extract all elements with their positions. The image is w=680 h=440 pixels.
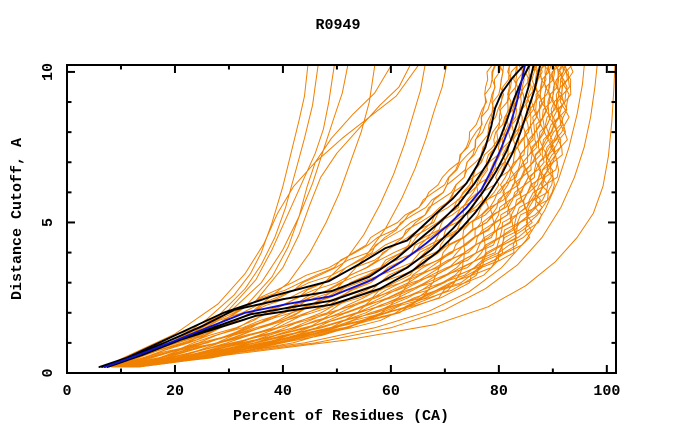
x-tick-label: 40	[274, 383, 292, 400]
model-curve-bundle-6	[108, 65, 510, 368]
model-right-3	[136, 65, 616, 368]
model-outlier-5	[120, 65, 411, 363]
x-tick-label: 80	[490, 383, 508, 400]
model-outlier-8	[120, 65, 426, 365]
model-curve-bundle-7	[108, 65, 513, 368]
model-curve-bundle-14	[118, 65, 531, 368]
curves-group	[98, 65, 616, 368]
y-axis-label: Distance Cutoff, A	[9, 138, 26, 300]
model-right-2	[128, 65, 598, 368]
top-model-3	[103, 65, 535, 368]
x-tick-label: 100	[593, 383, 620, 400]
model-curve-bundle-22	[126, 65, 547, 368]
model-curve-bundle-35	[135, 65, 568, 368]
plot-frame	[66, 64, 617, 374]
model-outlier-10	[109, 65, 419, 365]
model-curve-bundle-36	[132, 65, 568, 368]
top-model-4	[106, 65, 541, 368]
plot-border	[66, 64, 617, 374]
model-curve-bundle-41	[134, 65, 572, 368]
model-curve-bundle-33	[131, 65, 564, 368]
y-tick-label: 5	[40, 218, 57, 227]
model-curve-bundle-28	[127, 65, 555, 368]
x-tick-label: 20	[166, 383, 184, 400]
model-outlier-7	[120, 65, 376, 365]
y-tick-label: 10	[40, 63, 57, 81]
model-curve-bundle-34	[132, 65, 565, 368]
x-tick-label: 0	[62, 383, 71, 400]
x-tick-label: 60	[382, 383, 400, 400]
model-curve-bundle-20	[121, 65, 543, 368]
model-curve-bundle-31	[130, 65, 560, 368]
top-model-2	[101, 65, 531, 368]
model-curve-bundle-2	[101, 65, 496, 368]
model-curve-bundle-18	[120, 65, 539, 368]
model-curve-bundle-23	[124, 65, 548, 368]
chart-title: R0949	[315, 17, 360, 34]
model-curve-bundle-37	[137, 65, 572, 368]
model-curve-bundle-25	[126, 65, 551, 368]
tick-labels-group: 0 20 40 60 80 100 0 5 10	[40, 63, 620, 400]
top-model-1	[98, 65, 525, 368]
y-tick-label: 0	[40, 368, 57, 377]
x-axis-label: Percent of Residues (CA)	[233, 408, 449, 425]
model-curve-bundle-10	[111, 65, 519, 368]
model-outlier-9	[125, 65, 447, 365]
model-right-1	[125, 65, 585, 368]
model-curve-bundle-1	[101, 65, 495, 368]
reference-blue	[103, 65, 526, 368]
